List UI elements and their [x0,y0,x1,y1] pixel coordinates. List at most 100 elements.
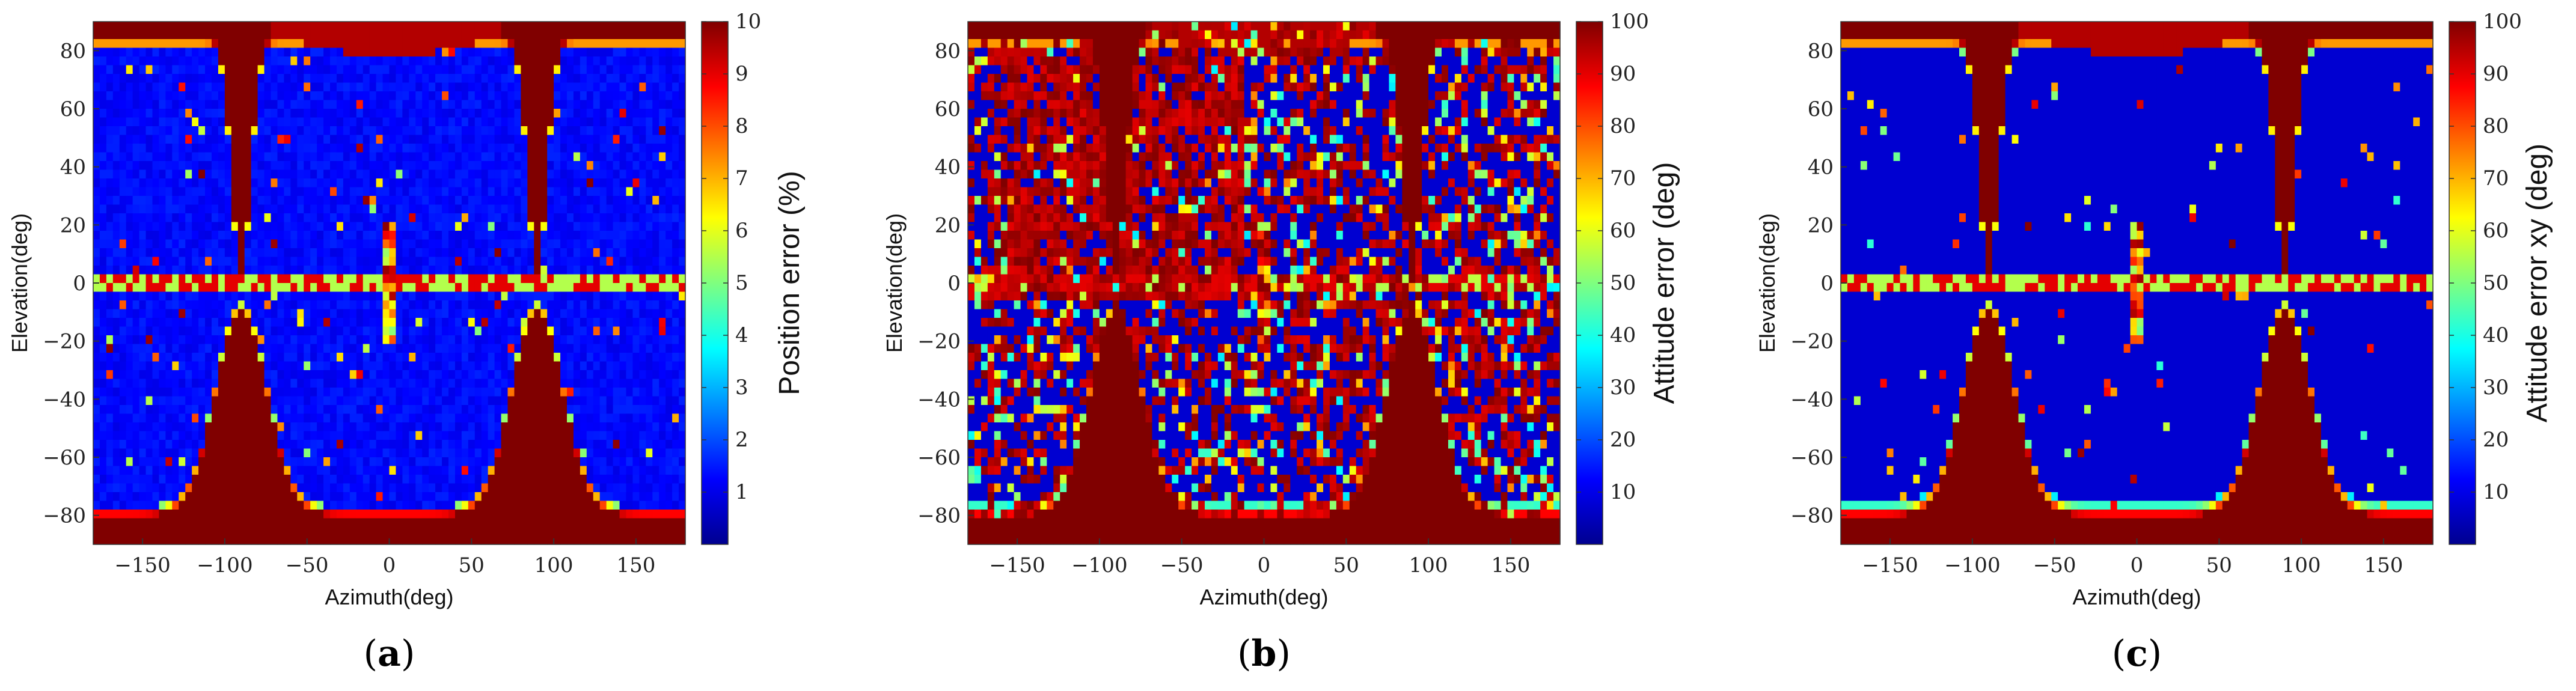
heatmap-cell [613,492,620,502]
heatmap-cell [646,187,653,196]
heatmap-cell [527,74,534,84]
heatmap-cell [429,405,436,415]
heatmap-cell [573,440,581,449]
heatmap-cell [514,91,521,101]
heatmap-cell [540,422,548,432]
heatmap-cell [554,457,561,467]
heatmap-cell [251,257,259,266]
heatmap-cell [554,291,561,301]
heatmap-cell [632,231,640,240]
heatmap-cell [99,501,107,510]
heatmap-cell [494,353,502,362]
heatmap-cell [468,257,476,266]
heatmap-cell [626,448,634,458]
heatmap-cell [554,405,561,415]
heatmap-cell [619,483,627,493]
heatmap-cell [159,492,166,502]
heatmap-cell [442,431,449,440]
heatmap-cell [257,344,265,353]
heatmap-cell [343,431,350,440]
heatmap-cell [586,222,594,231]
heatmap-cell [231,117,239,127]
heatmap-cell [224,396,232,406]
heatmap-cell [304,335,311,345]
heatmap-cell [521,100,528,109]
heatmap-cell [422,135,429,144]
heatmap-cell [488,74,495,84]
heatmap-cell [554,56,561,66]
heatmap-cell [304,126,311,136]
heatmap-cell [494,266,502,275]
heatmap-cell [237,239,245,249]
heatmap-cell [580,335,587,345]
heatmap-cell [540,353,548,362]
heatmap-cell [619,257,627,266]
heatmap-cell [389,152,397,162]
heatmap-cell [343,30,350,40]
heatmap-cell [540,65,548,75]
heatmap-cell [343,135,350,144]
heatmap-cell [599,266,607,275]
heatmap-cell [580,457,587,467]
heatmap-cell [461,152,469,162]
heatmap-cell [99,274,107,284]
heatmap-cell [336,431,344,440]
heatmap-cell [119,56,127,66]
heatmap-cell [547,135,554,144]
heatmap-cell [382,239,390,249]
heatmap-cell [198,204,206,214]
heatmap-cell [363,109,370,118]
heatmap-cell [593,91,601,101]
heatmap-cell [218,492,225,502]
heatmap-cell [284,274,291,284]
heatmap-cell [99,91,107,101]
heatmap-cell [507,475,515,484]
heatmap-cell [619,213,627,223]
heatmap-cell [139,117,147,127]
heatmap-cell [99,109,107,118]
heatmap-cell [237,361,245,371]
heatmap-cell [106,274,114,284]
heatmap-cell [435,326,442,336]
heatmap-cell [145,475,153,484]
heatmap-cell [212,91,219,101]
heatmap-cell [152,117,160,127]
heatmap-cell [224,152,232,162]
heatmap-cell [652,144,659,153]
heatmap-cell [304,283,311,293]
heatmap-cell [172,65,179,75]
heatmap-cell [580,475,587,484]
heatmap-cell [547,326,554,336]
heatmap-cell [251,231,259,240]
heatmap-cell [152,257,160,266]
heatmap-cell [152,388,160,397]
heatmap-cell [363,144,370,153]
heatmap-cell [179,440,186,449]
heatmap-cell [323,475,331,484]
heatmap-cell [290,353,298,362]
heatmap-cell [257,440,265,449]
heatmap-cell [185,291,192,301]
heatmap-cell [619,39,627,49]
heatmap-cell [290,440,298,449]
heatmap-cell [112,169,120,179]
heatmap-cell [554,379,561,388]
heatmap-cell [376,135,384,144]
heatmap-cell [396,47,403,57]
heatmap-cell [304,413,311,423]
heatmap-cell [593,379,601,388]
heatmap-cell [488,169,495,179]
heatmap-cell [112,152,120,162]
heatmap-cell [198,361,206,371]
heatmap-cell [106,396,114,406]
heatmap-cell [119,30,127,40]
heatmap-cell [599,492,607,502]
heatmap-cell [277,300,284,310]
heatmap-cell [415,344,423,353]
heatmap-cell [237,213,245,223]
heatmap-cell [218,135,225,144]
heatmap-cell [461,22,469,31]
heatmap-cell [534,239,541,249]
heatmap-cell [172,388,179,397]
heatmap-cell [606,39,614,49]
